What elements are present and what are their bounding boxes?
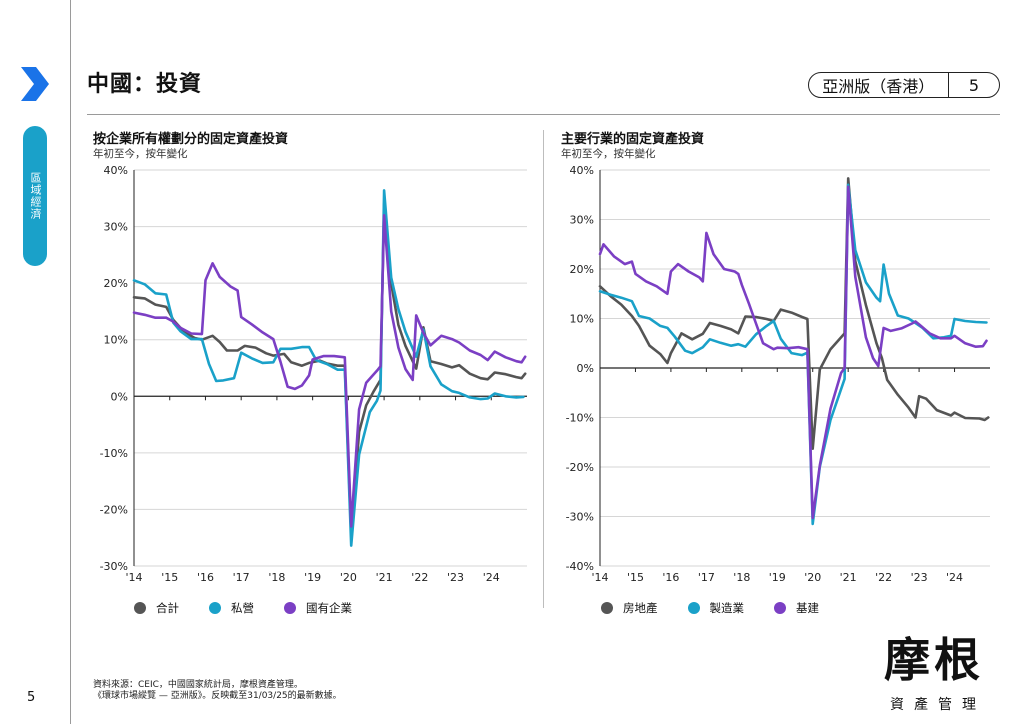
x-tick-label: '15 <box>161 571 178 584</box>
brand-subtitle: 資產管理 <box>890 697 986 713</box>
x-tick-label: '23 <box>911 571 928 584</box>
y-tick-label: -40% <box>566 560 594 573</box>
badge-divider <box>947 72 949 98</box>
chart1-title: 按企業所有權劃分的固定資產投資 <box>93 132 289 147</box>
legend-item: 合計 <box>134 600 179 616</box>
legend-dot <box>601 602 613 614</box>
x-tick-label: '15 <box>627 571 644 584</box>
chevron-right-icon[interactable] <box>18 64 52 104</box>
y-tick-label: 30% <box>570 214 594 227</box>
y-tick-label: 20% <box>104 277 128 290</box>
chart2-title: 主要行業的固定資產投資 <box>561 132 705 147</box>
x-tick-label: '24 <box>946 571 963 584</box>
y-tick-label: 40% <box>104 164 128 177</box>
legend-item: 國有企業 <box>284 600 352 616</box>
y-tick-label: -20% <box>100 503 128 516</box>
y-tick-label: -30% <box>100 560 128 573</box>
legend-dot <box>774 602 786 614</box>
page-title: 中國：投資 <box>87 72 203 97</box>
x-tick-label: '20 <box>804 571 821 584</box>
left-margin-line <box>70 0 71 724</box>
sidebar-tab-regional-economy[interactable]: 區域經濟 <box>23 126 47 266</box>
series-line <box>598 183 988 526</box>
series-line <box>598 185 988 520</box>
legend-label: 國有企業 <box>306 601 352 615</box>
y-tick-label: -20% <box>566 461 594 474</box>
legend-dot <box>687 602 700 614</box>
source-line: 資料來源：CEIC，中國國家統計局，摩根資產管理。 <box>93 680 303 690</box>
legend-item: 製造業 <box>687 600 745 616</box>
y-tick-label: 10% <box>570 313 594 326</box>
y-tick-label: 0% <box>577 362 594 375</box>
chart2-subtitle: 年初至今，按年變化 <box>561 148 656 160</box>
series-line <box>132 214 527 528</box>
edition-badge: 亞洲版（香港） 5 <box>808 72 1000 98</box>
series-line <box>132 189 525 547</box>
y-tick-label: 0% <box>111 390 128 403</box>
legend-label: 製造業 <box>709 601 745 615</box>
x-tick-label: '18 <box>733 571 750 584</box>
y-tick-label: 30% <box>104 221 128 234</box>
x-tick-label: '16 <box>197 571 214 584</box>
legend-item: 私營 <box>209 600 254 616</box>
source-line: 《環球市場縱覽 — 亞洲版》。反映截至31/03/25的最新數據。 <box>93 691 342 701</box>
y-tick-label: 40% <box>570 164 594 177</box>
legend-dot <box>284 602 296 614</box>
badge-page-number: 5 <box>968 75 980 95</box>
source-note: 資料來源：CEIC，中國國家統計局，摩根資產管理。 《環球市場縱覽 — 亞洲版》… <box>93 680 342 702</box>
edition-label: 亞洲版（香港） <box>822 77 935 96</box>
legend-label: 房地產 <box>623 601 658 615</box>
x-tick-label: '14 <box>591 571 608 584</box>
x-tick-label: '20 <box>340 571 357 584</box>
header-rule <box>87 114 1000 115</box>
y-tick-label: -10% <box>566 412 594 425</box>
x-tick-label: '22 <box>411 571 428 584</box>
legend-label: 私營 <box>231 601 254 615</box>
x-tick-label: '23 <box>447 571 464 584</box>
x-tick-label: '17 <box>698 571 715 584</box>
chart2-legend: 房地產 製造業 基建 <box>601 600 849 616</box>
y-tick-label: -30% <box>566 511 594 524</box>
chart1-subtitle: 年初至今，按年變化 <box>93 148 188 160</box>
legend-dot <box>209 602 221 614</box>
legend-label: 基建 <box>796 601 819 615</box>
legend-item: 基建 <box>774 600 819 616</box>
footer-page-number: 5 <box>27 690 36 705</box>
legend-label: 合計 <box>156 601 179 615</box>
x-tick-label: '18 <box>268 571 285 584</box>
brand-logo: 摩根 <box>884 633 984 687</box>
x-tick-label: '21 <box>376 571 393 584</box>
sidebar-tab-label: 區域經濟 <box>29 172 42 220</box>
x-tick-label: '24 <box>483 571 500 584</box>
x-tick-label: '21 <box>840 571 857 584</box>
series-line <box>598 177 990 450</box>
legend-item: 房地產 <box>601 600 658 616</box>
x-tick-label: '14 <box>125 571 142 584</box>
legend-dot <box>134 602 146 614</box>
x-tick-label: '22 <box>875 571 892 584</box>
chart1-legend: 合計 私營 國有企業 <box>134 600 382 616</box>
x-tick-label: '19 <box>769 571 786 584</box>
y-tick-label: -10% <box>100 447 128 460</box>
chart-divider <box>543 130 544 608</box>
y-tick-label: 10% <box>104 334 128 347</box>
x-tick-label: '19 <box>304 571 321 584</box>
x-tick-label: '17 <box>233 571 250 584</box>
x-tick-label: '16 <box>662 571 679 584</box>
y-tick-label: 20% <box>570 263 594 276</box>
